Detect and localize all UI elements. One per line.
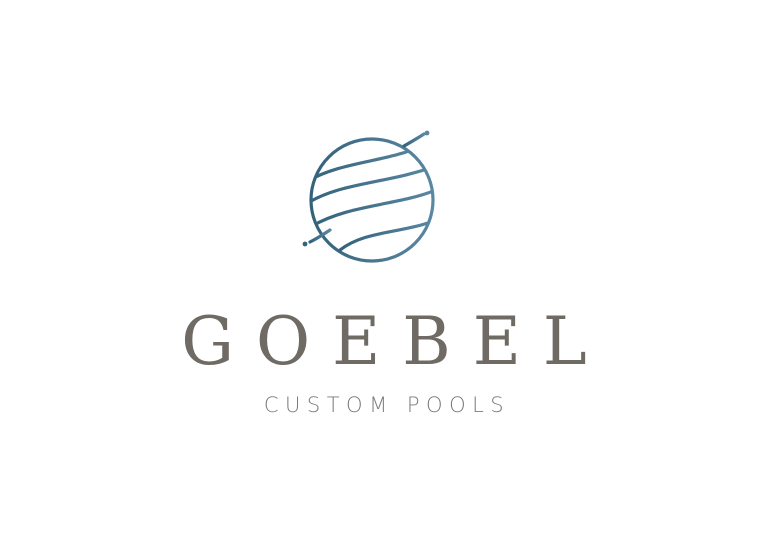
wave-globe-icon xyxy=(302,130,435,263)
brand-tagline: CUSTOM POOLS xyxy=(263,393,511,417)
brand-wordmark: GOEBEL xyxy=(181,303,609,380)
